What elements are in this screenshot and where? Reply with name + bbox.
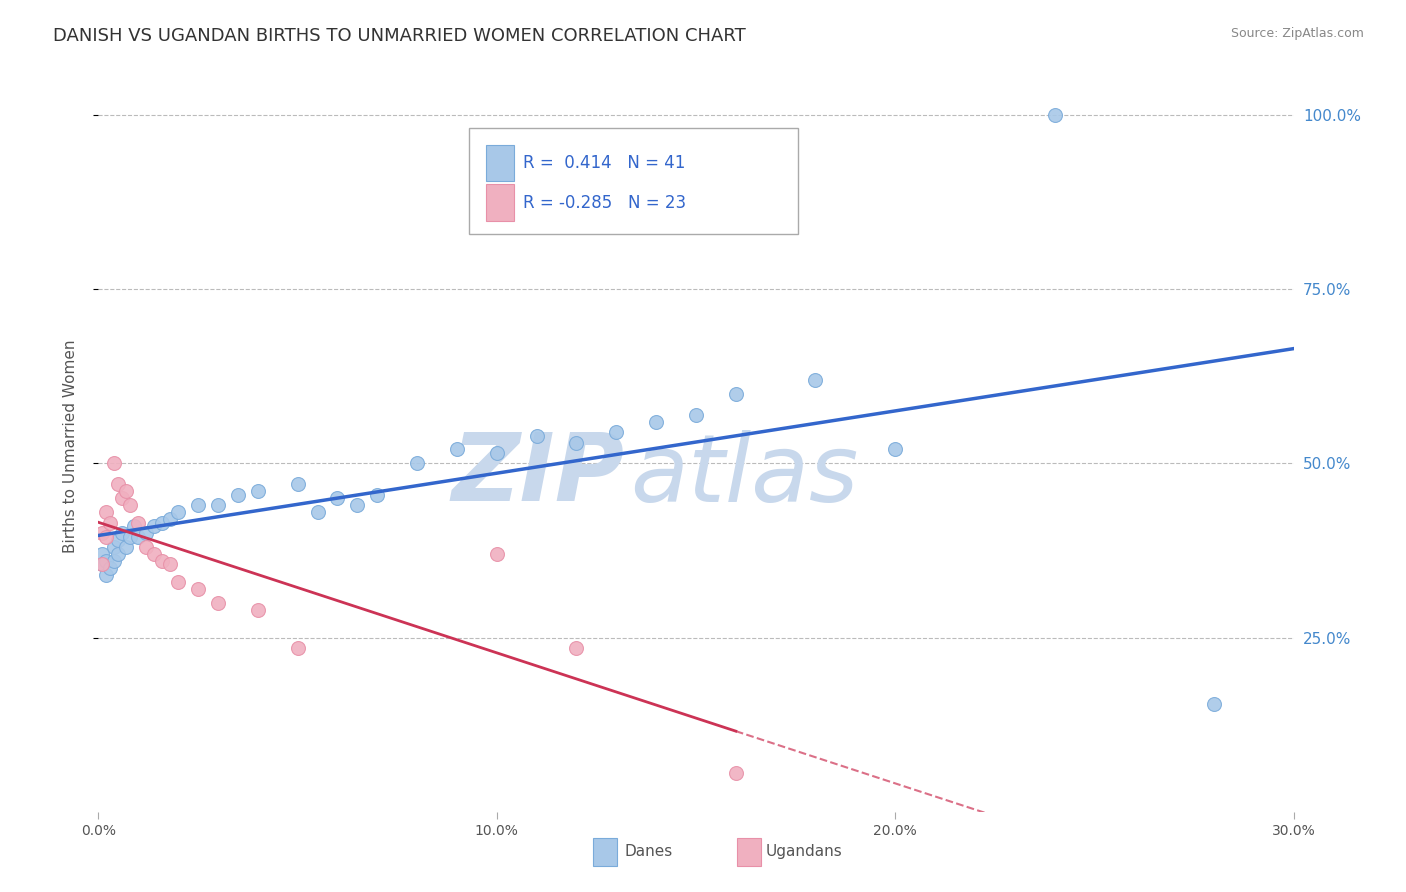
Point [565,640,588,655]
Point [111,491,134,506]
Point [526,428,548,442]
Point [685,408,707,422]
Point [226,488,249,502]
Point [565,435,588,450]
Point [127,530,149,544]
Point [143,519,166,533]
Point [485,446,508,460]
Point [107,547,129,561]
Point [446,442,468,457]
Point [366,488,388,502]
Text: R = -0.285   N = 23: R = -0.285 N = 23 [523,194,686,211]
Point [107,477,129,491]
Point [804,373,827,387]
Point [346,498,368,512]
Point [91,526,114,541]
FancyBboxPatch shape [485,145,515,181]
Point [98,561,122,575]
FancyBboxPatch shape [485,185,515,221]
Point [91,558,114,572]
Point [115,540,138,554]
Point [1202,697,1225,711]
Point [485,547,508,561]
Point [120,530,142,544]
Point [91,558,114,572]
FancyBboxPatch shape [737,838,761,866]
Point [96,505,118,519]
Point [143,547,166,561]
Point [187,582,209,596]
Point [287,640,309,655]
Point [884,442,907,457]
Text: Danes: Danes [624,845,672,860]
Point [96,530,118,544]
Point [167,574,190,589]
Point [645,415,668,429]
Point [135,540,157,554]
Point [605,425,627,439]
Point [287,477,309,491]
Point [246,484,269,499]
Point [724,386,747,401]
Point [187,498,209,512]
Point [96,554,118,568]
Text: DANISH VS UGANDAN BIRTHS TO UNMARRIED WOMEN CORRELATION CHART: DANISH VS UGANDAN BIRTHS TO UNMARRIED WO… [53,27,747,45]
FancyBboxPatch shape [470,128,797,234]
Y-axis label: Births to Unmarried Women: Births to Unmarried Women [63,339,77,553]
Point [111,526,134,541]
Point [1043,108,1066,122]
Text: ZIP: ZIP [451,429,624,521]
Point [307,505,329,519]
Point [159,512,181,526]
Text: atlas: atlas [630,430,859,521]
Point [724,766,747,780]
Point [115,484,138,499]
Point [91,547,114,561]
Point [96,567,118,582]
Point [127,516,149,530]
Point [135,526,157,541]
Point [120,498,142,512]
Point [150,516,173,530]
Point [326,491,349,506]
Text: Ugandans: Ugandans [765,845,842,860]
Point [103,457,125,471]
Point [207,596,229,610]
Point [246,603,269,617]
FancyBboxPatch shape [593,838,617,866]
Point [103,540,125,554]
Point [167,505,190,519]
Point [107,533,129,547]
Point [207,498,229,512]
Point [159,558,181,572]
Point [124,519,146,533]
Point [150,554,173,568]
Point [406,457,429,471]
Point [98,516,122,530]
Text: R =  0.414   N = 41: R = 0.414 N = 41 [523,154,685,172]
Text: Source: ZipAtlas.com: Source: ZipAtlas.com [1230,27,1364,40]
Point [103,554,125,568]
